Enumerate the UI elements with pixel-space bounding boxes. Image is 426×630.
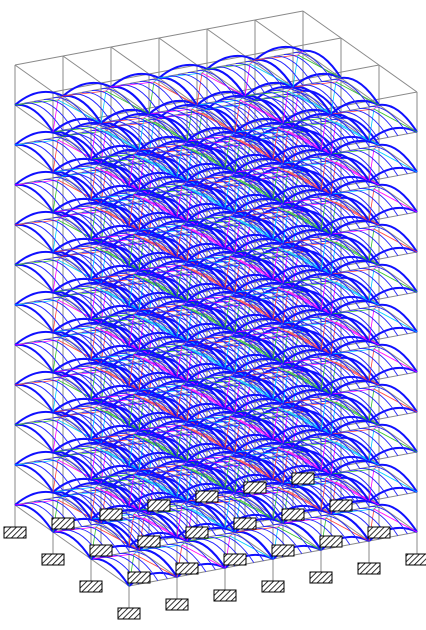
structure-view (0, 0, 426, 630)
footing (118, 608, 140, 619)
footing (100, 509, 122, 520)
footing (90, 545, 112, 556)
footing (310, 572, 332, 583)
footing (368, 527, 390, 538)
footing (80, 581, 102, 592)
footing (224, 554, 246, 565)
footing (128, 572, 150, 583)
footing (176, 563, 198, 574)
footing (358, 563, 380, 574)
footing (4, 527, 26, 538)
footing (42, 554, 64, 565)
footing (262, 581, 284, 592)
footing (166, 599, 188, 610)
footing (214, 590, 236, 601)
footing (52, 518, 74, 529)
viewport (0, 0, 426, 630)
footing (282, 509, 304, 520)
footing (406, 554, 426, 565)
footing (138, 536, 160, 547)
footing (292, 473, 314, 484)
footing (320, 536, 342, 547)
footing (244, 482, 266, 493)
footing (186, 527, 208, 538)
footing (196, 491, 218, 502)
footing (272, 545, 294, 556)
footing (148, 500, 170, 511)
footing (330, 500, 352, 511)
footing (234, 518, 256, 529)
